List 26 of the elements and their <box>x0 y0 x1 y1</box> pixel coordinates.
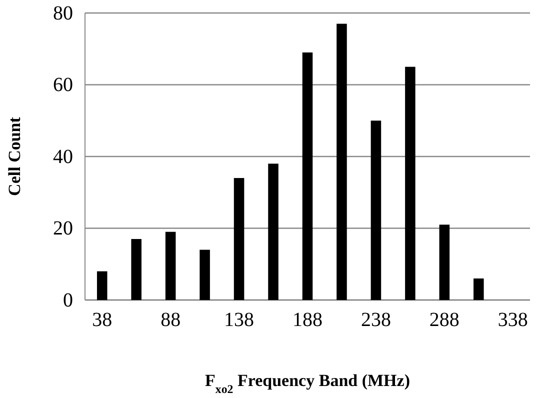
x-tick-label: 338 <box>498 309 528 332</box>
y-tick-label: 40 <box>53 146 73 168</box>
bar <box>370 120 382 300</box>
y-tick-label: 20 <box>53 218 73 240</box>
bar <box>302 52 313 300</box>
bar <box>439 224 450 300</box>
y-tick-label: 0 <box>63 289 73 312</box>
bar <box>96 271 108 300</box>
bar <box>336 24 347 300</box>
bar <box>200 250 210 300</box>
x-tick-label: 188 <box>292 309 322 332</box>
bar <box>165 232 176 300</box>
bar <box>268 164 278 300</box>
x-tick-label: 138 <box>224 309 254 332</box>
x-axis-title: F$_{xo2}$ Frequency Band (MHz) <box>205 371 410 396</box>
x-tick-label: 238 <box>360 309 391 332</box>
bar <box>474 278 484 300</box>
y-tick-label: 60 <box>53 74 73 96</box>
x-tick-label: 38 <box>92 309 112 332</box>
y-axis-title: Cell Count <box>5 116 24 196</box>
bar <box>234 178 244 300</box>
y-tick-label: 80 <box>53 2 73 24</box>
x-tick-label: 88 <box>160 309 181 332</box>
bar <box>405 66 416 300</box>
x-tick-label: 288 <box>429 309 460 332</box>
bar <box>131 239 142 300</box>
